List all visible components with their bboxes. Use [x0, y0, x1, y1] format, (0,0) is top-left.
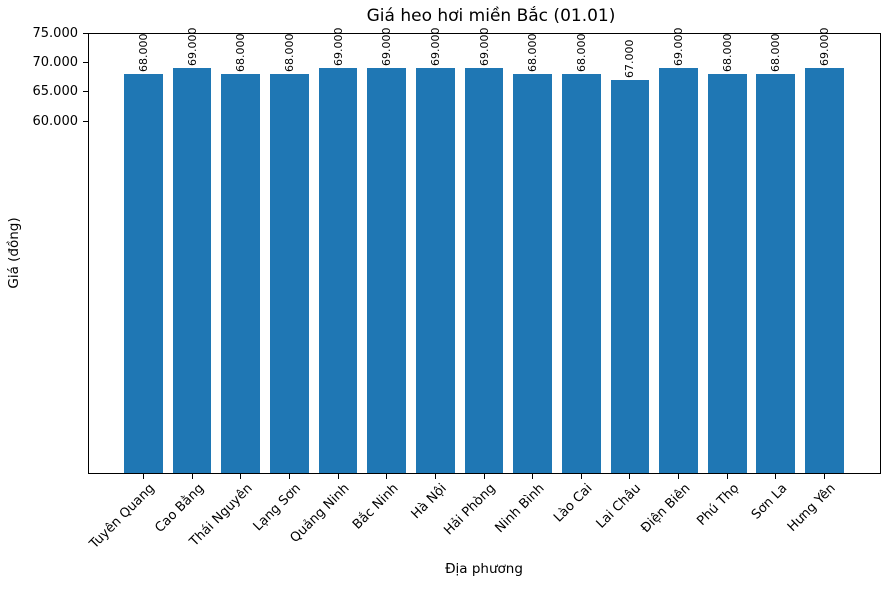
y-tick [83, 32, 88, 34]
x-tick [824, 474, 825, 479]
bar [659, 68, 698, 473]
bar-value-label: 69.000 [428, 27, 442, 67]
x-tick-label: Sơn La [748, 481, 791, 523]
bar-value-label: 68.000 [526, 33, 540, 73]
chart-title: Giá heo hơi miền Bắc (01.01) [366, 6, 616, 26]
bar [561, 74, 601, 473]
bar-value-label: 69.000 [818, 27, 831, 67]
x-tick [337, 474, 339, 479]
bar-value-label: 69.000 [380, 27, 394, 67]
x-tick-label: Tuyên Quang [87, 481, 159, 552]
bar [464, 68, 504, 473]
bar-value-label: 69.000 [331, 27, 345, 67]
bar-value-label: 68.000 [574, 33, 588, 73]
x-tick-label: Lào Cai [551, 481, 596, 526]
bar-value-label: 68.000 [769, 33, 783, 73]
y-tick [83, 120, 88, 122]
bar-value-label: 69.000 [477, 27, 491, 67]
bar [172, 68, 212, 473]
bar [269, 74, 309, 473]
bar [415, 68, 455, 473]
x-tick [532, 474, 534, 479]
x-tick [240, 474, 242, 479]
x-tick [775, 474, 777, 479]
plot-frame [88, 33, 881, 474]
x-tick-label: Ninh Bình [492, 481, 548, 537]
x-tick [483, 474, 485, 479]
x-tick [629, 474, 631, 479]
x-tick [580, 474, 582, 479]
x-tick-label: Điện Biên [638, 481, 694, 537]
x-axis-label: Địa phương [445, 561, 523, 577]
bar [318, 68, 358, 473]
bar [756, 74, 796, 473]
x-tick [143, 474, 144, 479]
y-tick-label: 60.000 [32, 113, 79, 129]
x-tick-label: Hà Nội [408, 481, 451, 523]
x-tick [191, 474, 193, 479]
bar-value-label: 68.000 [234, 33, 248, 73]
x-tick-label: Phú Thọ [694, 481, 742, 529]
bar-value-label: 69.000 [185, 27, 199, 67]
y-tick-label: 65.000 [32, 84, 79, 100]
bar-value-label: 67.000 [623, 39, 637, 78]
y-tick-label: 70.000 [32, 54, 79, 70]
x-tick [726, 474, 728, 479]
x-tick [288, 474, 290, 479]
bar-value-label: 68.000 [720, 33, 734, 73]
bar [221, 74, 261, 473]
bar-value-label: 69.000 [672, 27, 686, 67]
x-tick-label: Hải Phòng [441, 481, 499, 539]
x-tick [386, 474, 388, 479]
bar-value-label: 68.000 [137, 33, 150, 73]
x-tick-label: Bắc Ninh [349, 481, 402, 533]
bar [805, 68, 844, 473]
bar [707, 74, 747, 473]
bar-value-label: 68.000 [282, 33, 296, 73]
y-tick [83, 61, 88, 63]
y-tick [83, 91, 88, 93]
bar [367, 68, 407, 473]
bar [513, 74, 553, 473]
y-tick-label: 75.000 [32, 25, 79, 41]
bar [124, 74, 163, 473]
bar [610, 79, 650, 473]
x-tick-label: Hưng Yên [785, 481, 840, 535]
x-tick-label: Lai Châu [593, 481, 645, 532]
x-tick [678, 474, 680, 479]
x-tick [434, 474, 436, 479]
